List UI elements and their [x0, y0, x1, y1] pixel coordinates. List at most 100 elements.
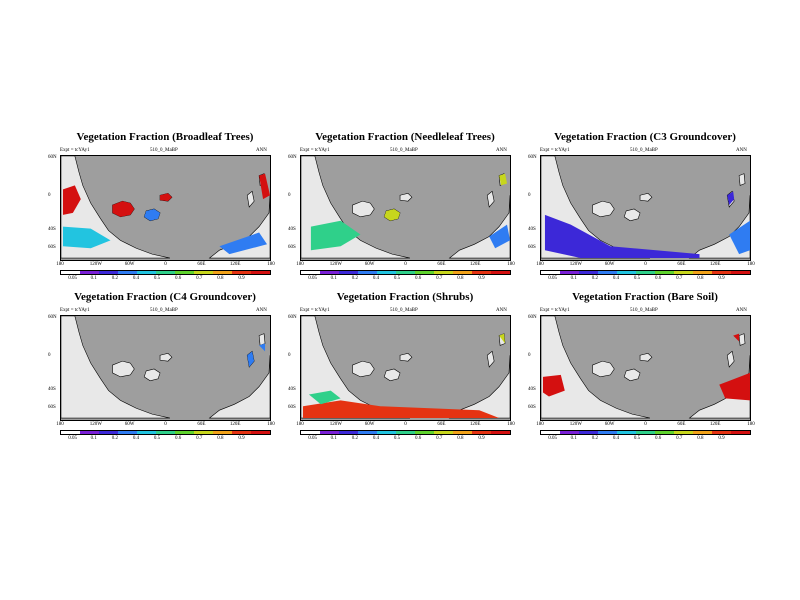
colorbar-label: 0.6	[415, 276, 422, 281]
vegetation-patch	[308, 390, 341, 405]
x-tick-label: 60E	[197, 422, 206, 427]
land-region	[383, 368, 401, 382]
run-label: 510_0_MaBP	[150, 308, 178, 313]
colorbar-label: 0.8	[217, 436, 224, 441]
x-tick-label: 180	[747, 422, 755, 427]
land-region	[639, 192, 653, 202]
colorbar-swatch	[301, 431, 320, 434]
vegetation-patch	[247, 351, 255, 368]
colorbar-swatch	[377, 271, 396, 274]
colorbar-swatch	[579, 271, 598, 274]
colorbar-label: 0.2	[591, 436, 598, 441]
colorbar-label: 0.1	[570, 276, 577, 281]
x-tick-label: 180	[507, 262, 515, 267]
vegetation-patch	[259, 343, 266, 352]
chart-title: Vegetation Fraction (C3 Groundcover)	[554, 131, 736, 143]
colorbar-swatch	[674, 271, 693, 274]
vegetation-patch	[144, 208, 161, 221]
x-tick-label: 60W	[124, 422, 135, 427]
chart-title: Vegetation Fraction (Shrubs)	[336, 291, 474, 303]
land-region	[592, 360, 615, 378]
x-tick-label: 0	[164, 422, 167, 427]
land-region	[541, 316, 651, 419]
colorbar-swatch	[655, 271, 674, 274]
y-tick-label: 60N	[288, 315, 297, 320]
colorbar-swatch	[541, 431, 560, 434]
expt-label: Expt = tcYAy1	[300, 148, 330, 153]
colorbar	[540, 270, 751, 275]
chart-panel-1: Vegetation Fraction (Broadleaf Trees) Exp…	[48, 131, 280, 281]
chart-panel-5: Vegetation Fraction (Shrubs) Expt = tcYAy…	[288, 291, 520, 441]
colorbar-label: 0.6	[175, 436, 182, 441]
colorbar-swatch	[636, 431, 655, 434]
x-tick-label: 60W	[604, 262, 615, 267]
colorbar-label: 0.05	[68, 436, 78, 441]
vegetation-patch	[719, 372, 750, 401]
colorbar-label: 0.5	[393, 436, 401, 441]
colorbar-label: 0.9	[478, 276, 485, 281]
land-region	[623, 208, 641, 222]
colorbar-label: 0.05	[548, 276, 558, 281]
colorbar-label: 0.4	[372, 276, 380, 281]
colorbar-swatch	[541, 271, 560, 274]
colorbar	[60, 430, 271, 435]
x-tick-label: 60W	[124, 262, 135, 267]
colorbar-swatch	[61, 271, 80, 274]
colorbar-swatch	[636, 271, 655, 274]
vegetation-patch	[542, 374, 565, 397]
land-region	[738, 333, 746, 346]
land-region	[738, 173, 746, 186]
colorbar-swatch	[693, 271, 712, 274]
colorbar-label: 0.9	[718, 436, 725, 441]
colorbar-label: 0.4	[132, 276, 140, 281]
colorbar-swatch	[560, 431, 579, 434]
expt-label: Expt = tcYAy1	[60, 148, 90, 153]
colorbar-swatch	[491, 271, 510, 274]
y-tick-label: 60S	[528, 245, 536, 250]
colorbar-swatch	[434, 431, 453, 434]
x-tick-label: 180	[296, 422, 304, 427]
colorbar-swatch	[712, 271, 731, 274]
colorbar-swatch	[434, 271, 453, 274]
colorbar-swatch	[194, 271, 213, 274]
colorbar-label: 0.2	[351, 436, 358, 441]
x-tick-label: 120E	[469, 262, 481, 267]
colorbar-label: 0.2	[111, 276, 118, 281]
colorbar-swatch	[415, 271, 434, 274]
run-label: 510_0_MaBP	[630, 308, 658, 313]
colorbar-swatch	[99, 271, 118, 274]
vegetation-patch	[499, 333, 506, 344]
colorbar-swatch	[118, 271, 137, 274]
colorbar-label: 0.9	[718, 276, 725, 281]
colorbar-label: 0.7	[196, 436, 203, 441]
x-tick-label: 120E	[229, 422, 241, 427]
vegetation-patch	[384, 208, 401, 221]
map-area	[540, 155, 751, 261]
map-plot	[301, 316, 510, 419]
vegetation-patch	[62, 226, 111, 249]
colorbar-label: 0.6	[655, 276, 662, 281]
x-tick-label: 0	[404, 422, 407, 427]
land-region	[258, 333, 266, 346]
map-area	[60, 155, 271, 261]
x-tick-label: 120E	[469, 422, 481, 427]
colorbar-swatch	[213, 271, 232, 274]
colorbar-swatch	[491, 431, 510, 434]
chart-panel-2: Vegetation Fraction (Needleleaf Trees) Ex…	[288, 131, 520, 281]
y-tick-label: 60N	[528, 315, 537, 320]
period-label: ANN	[736, 308, 747, 313]
vegetation-patch	[62, 185, 81, 215]
land-region	[159, 352, 173, 362]
colorbar-swatch	[415, 431, 434, 434]
colorbar-swatch	[339, 271, 358, 274]
colorbar-label: 0.2	[351, 276, 358, 281]
colorbar-label: 0.5	[633, 436, 641, 441]
colorbar-label: 0.7	[676, 436, 683, 441]
x-tick-label: 60W	[364, 262, 375, 267]
run-label: 510_0_MaBP	[630, 148, 658, 153]
colorbar-label: 0.8	[697, 276, 704, 281]
colorbar-swatch	[453, 431, 472, 434]
colorbar-label: 0.1	[330, 436, 337, 441]
colorbar-swatch	[655, 431, 674, 434]
colorbar	[300, 430, 511, 435]
